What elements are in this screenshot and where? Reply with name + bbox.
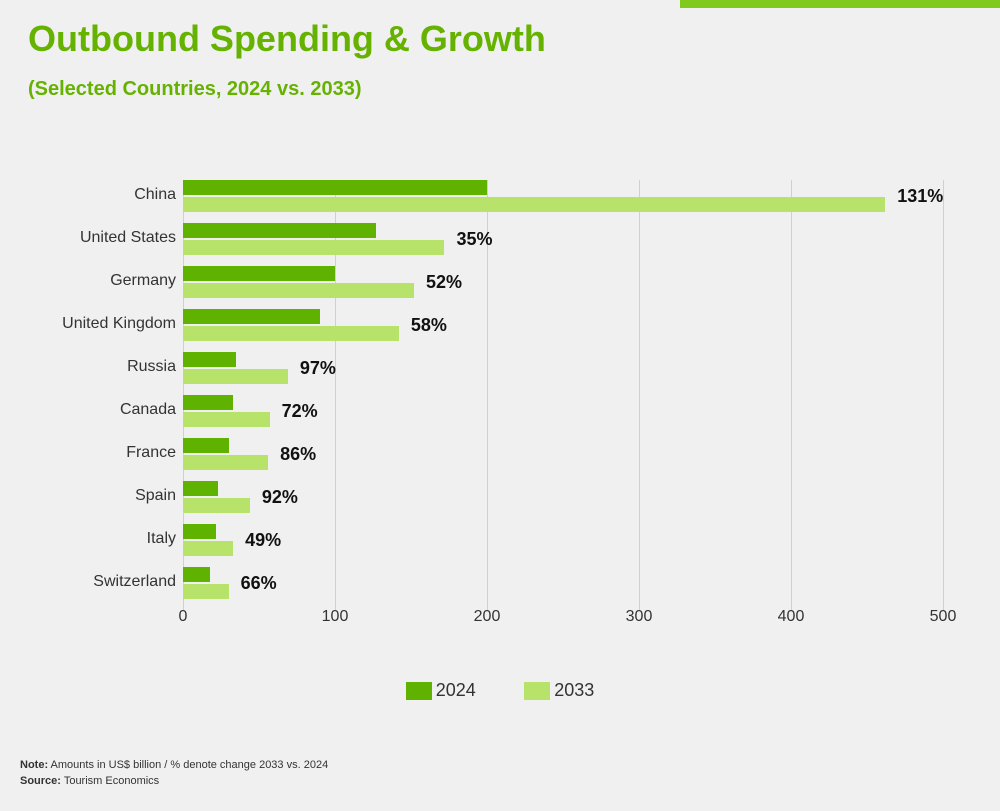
gridline [639, 180, 640, 610]
growth-pct-label: 58% [411, 315, 447, 336]
bar-2024 [183, 395, 233, 410]
legend-label-2024: 2024 [436, 680, 476, 700]
bar-2033 [183, 455, 268, 470]
growth-pct-label: 86% [280, 444, 316, 465]
growth-pct-label: 131% [897, 186, 943, 207]
bar-2024 [183, 266, 335, 281]
bar-2024 [183, 352, 236, 367]
y-tick-label: United Kingdom [26, 315, 176, 333]
bar-chart: 131% 35% 52% 58% 97% 72% 86% 92% 49% 66% China Uni… [28, 170, 968, 670]
x-tick-label: 300 [626, 608, 653, 626]
y-tick-label: France [26, 444, 176, 462]
bar-2033 [183, 541, 233, 556]
bar-2024 [183, 223, 376, 238]
legend: 2024 2033 [0, 680, 1000, 701]
gridline [791, 180, 792, 610]
accent-bar [680, 0, 1000, 8]
bar-2024 [183, 309, 320, 324]
source-label: Source: [20, 775, 61, 787]
y-tick-label: Germany [26, 272, 176, 290]
bar-2024 [183, 567, 210, 582]
note-text: Amounts in US$ billion / % denote change… [48, 759, 328, 771]
bar-2033 [183, 283, 414, 298]
y-tick-label: United States [26, 229, 176, 247]
legend-swatch-2024 [406, 682, 432, 700]
page-subtitle: (Selected Countries, 2024 vs. 2033) [28, 78, 362, 101]
legend-label-2033: 2033 [554, 680, 594, 700]
source-text: Tourism Economics [61, 775, 159, 787]
y-tick-label: Russia [26, 358, 176, 376]
bar-2033 [183, 584, 229, 599]
legend-item-2033: 2033 [524, 680, 594, 701]
growth-pct-label: 72% [282, 401, 318, 422]
bar-2024 [183, 438, 229, 453]
bar-2033 [183, 240, 444, 255]
source-line: Source: Tourism Economics [20, 775, 159, 787]
footnote: Note: Amounts in US$ billion / % denote … [20, 759, 328, 771]
legend-swatch-2033 [524, 682, 550, 700]
growth-pct-label: 49% [245, 530, 281, 551]
growth-pct-label: 35% [456, 229, 492, 250]
bar-2033 [183, 412, 270, 427]
plot-area: 131% 35% 52% 58% 97% 72% 86% 92% 49% 66% [183, 180, 943, 610]
y-tick-label: Spain [26, 487, 176, 505]
bar-2033 [183, 197, 885, 212]
bar-2033 [183, 326, 399, 341]
growth-pct-label: 92% [262, 487, 298, 508]
gridline [943, 180, 944, 610]
legend-item-2024: 2024 [406, 680, 476, 701]
bar-2024 [183, 180, 487, 195]
bar-2033 [183, 369, 288, 384]
y-tick-label: Italy [26, 530, 176, 548]
x-tick-label: 100 [322, 608, 349, 626]
growth-pct-label: 97% [300, 358, 336, 379]
growth-pct-label: 52% [426, 272, 462, 293]
bar-2033 [183, 498, 250, 513]
bar-2024 [183, 524, 216, 539]
x-tick-label: 0 [179, 608, 188, 626]
note-label: Note: [20, 759, 48, 771]
x-tick-label: 200 [474, 608, 501, 626]
x-tick-label: 500 [930, 608, 957, 626]
x-tick-label: 400 [778, 608, 805, 626]
y-tick-label: Canada [26, 401, 176, 419]
y-tick-label: Switzerland [26, 573, 176, 591]
bar-2024 [183, 481, 218, 496]
y-tick-label: China [26, 186, 176, 204]
growth-pct-label: 66% [241, 573, 277, 594]
page-title: Outbound Spending & Growth [28, 18, 546, 60]
